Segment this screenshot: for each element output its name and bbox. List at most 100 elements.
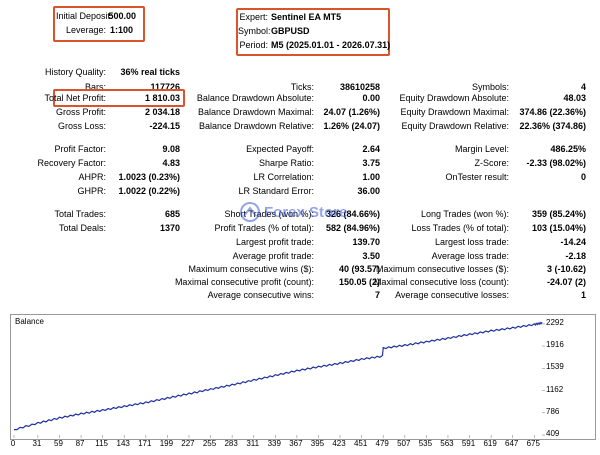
x-tick-label: 0	[10, 439, 16, 448]
x-tick-label: 423	[332, 439, 346, 448]
maximal-cons-profit-label: Maximal consecutive profit (count):	[174, 277, 314, 287]
x-tick-label: 339	[267, 439, 281, 448]
balance-chart-svg	[13, 321, 545, 438]
eq-dd-rel-value: 22.36% (374.86)	[519, 121, 586, 131]
recovery-factor-value: 4.83	[162, 158, 180, 168]
y-tick-label: 1162	[546, 384, 564, 394]
period-label: Period:	[239, 40, 268, 50]
x-tick-label: 31	[32, 439, 42, 448]
max-cons-losses-value: 3 (-10.62)	[546, 264, 586, 274]
gross-loss-value: -224.15	[149, 121, 180, 131]
ontester-value: 0	[580, 172, 586, 182]
largest-profit-label: Largest profit trade:	[235, 237, 314, 247]
net-profit-box	[53, 89, 185, 107]
sharpe-label: Sharpe Ratio:	[258, 158, 314, 168]
maximal-cons-profit-value: 150.05 (2)	[338, 277, 380, 287]
bal-dd-max-value: 24.07 (1.26%)	[323, 107, 380, 117]
expert-value: Sentinel EA MT5	[271, 12, 342, 22]
x-tick-label: 227	[181, 439, 195, 448]
long-trades-label: Long Trades (won %):	[420, 209, 509, 219]
short-trades-value: 326 (84.66%)	[325, 209, 380, 219]
recovery-factor-label: Recovery Factor:	[37, 158, 106, 168]
symbols-value: 4	[580, 82, 586, 92]
max-cons-losses-label: Maximum consecutive losses ($):	[375, 264, 509, 274]
lr-corr-label: LR Correlation:	[253, 172, 314, 182]
loss-trades-value: 103 (15.04%)	[531, 223, 586, 233]
x-tick-label: 115	[95, 439, 109, 448]
svg-text:Forex Store: Forex Store	[264, 204, 347, 221]
bars-value: 117726	[150, 82, 180, 92]
initial-deposit-label: Initial Deposit:	[56, 11, 113, 21]
y-tick-label: 409	[546, 429, 560, 438]
x-tick-label: 591	[461, 439, 476, 448]
zscore-label: Z-Score:	[474, 158, 509, 168]
bal-dd-abs-label: Balance Drawdown Absolute:	[196, 93, 314, 103]
avg-loss-value: -2.18	[565, 251, 586, 261]
ahpr-value: 1.0023 (0.23%)	[118, 172, 180, 182]
x-tick-label: 59	[54, 439, 63, 448]
lr-corr-value: 1.00	[362, 172, 380, 182]
net-profit-value: 1 810.03	[144, 93, 180, 103]
period-value: M5 (2025.01.01 - 2026.07.31)	[271, 40, 391, 50]
y-tick-label: 1539	[546, 362, 564, 372]
lr-std-label: LR Standard Error:	[238, 186, 314, 196]
ticks-label: Ticks:	[290, 82, 314, 92]
balance-line	[14, 321, 543, 431]
x-tick-label: 395	[310, 439, 325, 448]
long-trades-value: 359 (85.24%)	[531, 209, 586, 219]
short-trades-label: Short Trades (won %):	[224, 209, 314, 219]
sharpe-value: 3.75	[362, 158, 380, 168]
avg-cons-wins-value: 7	[374, 290, 380, 300]
largest-loss-label: Largest loss trade:	[434, 237, 509, 247]
bars-label: Bars:	[84, 82, 106, 92]
x-tick-label: 647	[505, 439, 519, 448]
ahpr-label: AHPR:	[78, 172, 106, 182]
avg-loss-label: Average loss trade:	[431, 251, 509, 261]
avg-profit-value: 3.50	[362, 251, 380, 261]
margin-level-label: Margin Level:	[454, 144, 509, 154]
y-tick-label: 786	[546, 406, 560, 416]
bal-dd-abs-value: 0.00	[362, 93, 380, 103]
chart-title: Balance	[15, 317, 44, 326]
margin-level-value: 486.25%	[550, 144, 586, 154]
largest-loss-value: -14.24	[560, 237, 586, 247]
leverage-label: Leverage:	[65, 25, 106, 35]
expert-label: Expert:	[239, 12, 268, 22]
avg-cons-wins-label: Average consecutive wins:	[207, 290, 314, 300]
loss-trades-label: Loss Trades (% of total):	[411, 223, 509, 233]
gross-loss-label: Gross Loss:	[57, 121, 106, 131]
x-tick-label: 675	[526, 439, 540, 448]
avg-cons-losses-label: Average consecutive losses:	[395, 290, 509, 300]
max-cons-wins-label: Maximum consecutive wins ($):	[188, 264, 314, 274]
x-tick-label: 283	[224, 439, 238, 448]
gross-profit-label: Gross Profit:	[55, 107, 106, 117]
lr-std-value: 36.00	[357, 186, 380, 196]
balance-chart: Balance	[10, 314, 596, 440]
maximal-cons-loss-value: -24.07 (2)	[546, 277, 586, 287]
symbol-value: GBPUSD	[271, 26, 310, 36]
profit-trades-label: Profit Trades (% of total):	[214, 223, 314, 233]
x-tick-label: 199	[159, 439, 174, 448]
watermark-logo: Forex Store	[238, 200, 368, 224]
x-tick-label: 479	[375, 439, 389, 448]
ontester-label: OnTester result:	[445, 172, 509, 182]
avg-profit-label: Average profit trade:	[232, 251, 314, 261]
symbols-label: Symbols:	[471, 82, 509, 92]
x-tick-label: 507	[397, 439, 411, 448]
gross-profit-value: 2 034.18	[144, 107, 180, 117]
profit-trades-value: 582 (84.96%)	[325, 223, 380, 233]
avg-cons-losses-value: 1	[580, 290, 586, 300]
zscore-value: -2.33 (98.02%)	[526, 158, 586, 168]
deposit-box	[53, 6, 145, 42]
history-quality-value: 36% real ticks	[120, 67, 180, 77]
x-tick-label: 563	[440, 439, 454, 448]
eq-dd-abs-label: Equity Drawdown Absolute:	[399, 93, 509, 103]
expected-payoff-value: 2.64	[362, 144, 380, 154]
ticks-value: 38610258	[339, 82, 380, 92]
x-tick-label: 451	[353, 439, 368, 448]
ghpr-label: GHPR:	[77, 186, 106, 196]
leverage-value: 1:100	[110, 25, 134, 35]
y-tick-label: 2292	[546, 317, 564, 327]
eq-dd-max-label: Equity Drawdown Maximal:	[400, 107, 509, 117]
max-cons-wins-value: 40 (93.57)	[338, 264, 380, 274]
